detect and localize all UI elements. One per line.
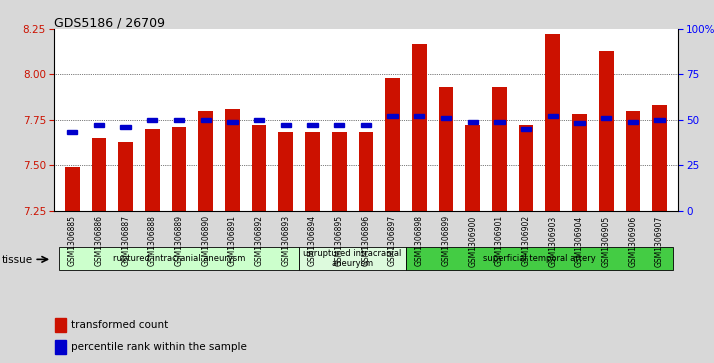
Bar bbox=[601, 116, 611, 120]
Bar bbox=[574, 121, 585, 125]
Bar bbox=[55, 318, 66, 332]
Bar bbox=[466, 125, 480, 211]
Text: GSM1306907: GSM1306907 bbox=[655, 215, 664, 266]
Bar bbox=[628, 119, 638, 123]
Bar bbox=[55, 339, 66, 354]
Text: transformed count: transformed count bbox=[71, 320, 168, 330]
Bar bbox=[308, 123, 318, 127]
Bar bbox=[171, 127, 186, 211]
Bar bbox=[334, 123, 344, 127]
Bar bbox=[201, 118, 211, 122]
Bar bbox=[67, 131, 77, 135]
Bar bbox=[521, 127, 531, 131]
Bar bbox=[492, 87, 507, 211]
Bar bbox=[572, 114, 587, 211]
Bar bbox=[545, 34, 560, 211]
Text: GSM1306893: GSM1306893 bbox=[281, 215, 291, 266]
Text: GSM1306899: GSM1306899 bbox=[441, 215, 451, 266]
Text: GSM1306890: GSM1306890 bbox=[201, 215, 210, 266]
Text: GSM1306889: GSM1306889 bbox=[174, 215, 183, 266]
Bar bbox=[147, 118, 158, 122]
Text: GSM1306897: GSM1306897 bbox=[388, 215, 397, 266]
Bar bbox=[548, 114, 558, 118]
Bar bbox=[441, 116, 451, 120]
Text: ruptured intracranial aneurysm: ruptured intracranial aneurysm bbox=[113, 254, 245, 263]
Bar bbox=[225, 109, 240, 211]
Text: GSM1306900: GSM1306900 bbox=[468, 215, 477, 266]
Text: GSM1306891: GSM1306891 bbox=[228, 215, 237, 266]
FancyBboxPatch shape bbox=[406, 247, 673, 270]
Bar bbox=[388, 114, 398, 118]
Bar bbox=[625, 111, 640, 211]
Text: GSM1306903: GSM1306903 bbox=[548, 215, 558, 266]
Bar bbox=[438, 87, 453, 211]
Text: GSM1306905: GSM1306905 bbox=[602, 215, 610, 266]
Bar bbox=[145, 129, 160, 211]
Bar bbox=[278, 132, 293, 211]
Bar bbox=[91, 138, 106, 211]
Bar bbox=[358, 132, 373, 211]
Text: percentile rank within the sample: percentile rank within the sample bbox=[71, 342, 246, 352]
Bar bbox=[412, 44, 427, 211]
Text: GSM1306888: GSM1306888 bbox=[148, 215, 157, 266]
Text: unruptured intracranial
aneurysm: unruptured intracranial aneurysm bbox=[303, 249, 402, 268]
Text: GSM1306885: GSM1306885 bbox=[68, 215, 76, 266]
Text: GSM1306886: GSM1306886 bbox=[94, 215, 104, 266]
Bar bbox=[281, 123, 291, 127]
Bar bbox=[252, 125, 266, 211]
Bar bbox=[655, 118, 665, 122]
Bar bbox=[227, 119, 238, 123]
Bar bbox=[599, 51, 613, 211]
Text: GSM1306894: GSM1306894 bbox=[308, 215, 317, 266]
Text: superficial temporal artery: superficial temporal artery bbox=[483, 254, 596, 263]
Bar bbox=[468, 119, 478, 123]
Text: GSM1306898: GSM1306898 bbox=[415, 215, 424, 266]
FancyBboxPatch shape bbox=[59, 247, 299, 270]
Bar bbox=[361, 123, 371, 127]
Bar bbox=[519, 125, 533, 211]
Text: GSM1306892: GSM1306892 bbox=[255, 215, 263, 266]
Text: GSM1306895: GSM1306895 bbox=[335, 215, 343, 266]
Bar bbox=[121, 125, 131, 129]
Bar bbox=[386, 78, 400, 211]
Bar bbox=[332, 132, 346, 211]
Bar bbox=[198, 111, 213, 211]
Bar bbox=[494, 119, 505, 123]
Bar bbox=[174, 118, 184, 122]
Bar bbox=[65, 167, 79, 211]
Text: GDS5186 / 26709: GDS5186 / 26709 bbox=[54, 16, 164, 29]
Bar bbox=[119, 142, 133, 211]
Text: GSM1306887: GSM1306887 bbox=[121, 215, 130, 266]
Bar bbox=[94, 123, 104, 127]
Text: GSM1306902: GSM1306902 bbox=[522, 215, 531, 266]
Bar bbox=[414, 114, 424, 118]
Bar bbox=[305, 132, 320, 211]
Text: GSM1306904: GSM1306904 bbox=[575, 215, 584, 266]
FancyBboxPatch shape bbox=[299, 247, 406, 270]
Text: GSM1306906: GSM1306906 bbox=[628, 215, 638, 266]
Bar bbox=[254, 118, 264, 122]
Text: GSM1306896: GSM1306896 bbox=[361, 215, 371, 266]
Text: tissue: tissue bbox=[1, 254, 33, 265]
Text: GSM1306901: GSM1306901 bbox=[495, 215, 504, 266]
Bar bbox=[653, 105, 667, 211]
